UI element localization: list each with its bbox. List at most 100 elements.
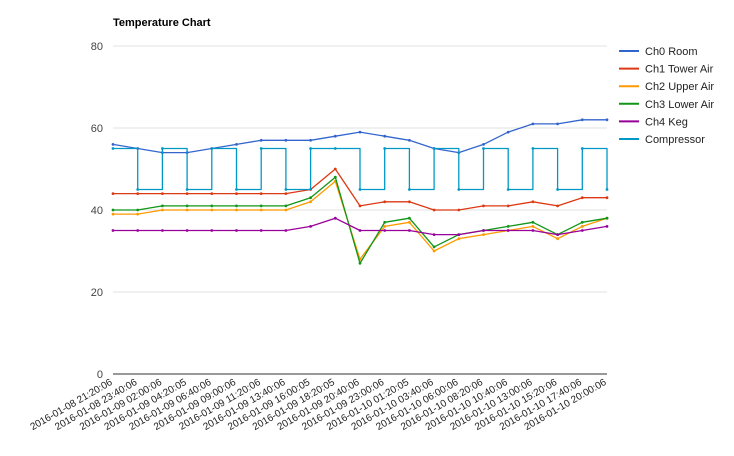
data-point — [432, 245, 436, 249]
data-point — [605, 225, 609, 228]
data-point — [482, 233, 485, 237]
data-point — [580, 118, 584, 122]
data-point — [235, 229, 238, 232]
data-point — [432, 208, 436, 212]
data-point — [531, 200, 535, 204]
data-point — [333, 175, 337, 179]
data-point — [210, 204, 214, 208]
data-point — [136, 188, 140, 191]
y-tick-label: 20 — [91, 287, 103, 299]
data-point — [284, 188, 288, 191]
data-point — [210, 147, 214, 150]
data-point — [432, 233, 436, 237]
data-point — [408, 188, 411, 191]
data-point — [161, 208, 164, 212]
data-point — [506, 188, 510, 191]
data-point — [580, 220, 584, 224]
data-point — [235, 188, 238, 191]
data-point — [383, 134, 387, 138]
data-point — [457, 208, 461, 212]
data-point — [161, 192, 164, 196]
data-point — [408, 200, 411, 204]
legend: Ch0 Room Ch1 Tower Air Ch2 Upper Air Ch3 Lo… — [619, 46, 714, 146]
data-point — [482, 143, 485, 146]
data-point — [506, 204, 510, 208]
data-point — [284, 192, 288, 196]
data-point — [580, 196, 584, 200]
data-point — [457, 188, 461, 191]
data-point — [556, 122, 559, 126]
data-point — [482, 204, 485, 208]
data-point — [309, 196, 312, 200]
data-point — [605, 216, 609, 220]
data-point — [235, 204, 238, 208]
data-point — [333, 167, 337, 171]
data-point — [358, 204, 362, 208]
data-point — [531, 147, 535, 150]
data-point — [259, 204, 263, 208]
data-point — [358, 130, 362, 134]
data-point — [408, 138, 411, 142]
data-point — [408, 220, 411, 224]
data-point — [185, 208, 189, 212]
data-point — [383, 229, 387, 232]
data-point — [111, 143, 115, 146]
data-point — [482, 147, 485, 150]
data-point — [383, 200, 387, 204]
data-point — [506, 130, 510, 134]
data-point — [605, 196, 609, 200]
y-tick-label: 40 — [91, 205, 103, 217]
data-point — [210, 192, 214, 196]
data-point — [531, 225, 535, 228]
data-point — [185, 229, 189, 232]
y-tick-label: 0 — [97, 369, 103, 381]
data-point — [408, 216, 411, 220]
legend-label: Compressor — [645, 134, 705, 146]
data-point — [259, 147, 263, 150]
legend-label: Ch3 Lower Air — [645, 99, 714, 111]
data-point — [556, 188, 559, 191]
data-point — [432, 147, 436, 150]
data-point — [333, 216, 337, 220]
data-point — [531, 122, 535, 126]
data-point — [235, 208, 238, 212]
data-point — [309, 200, 312, 204]
legend-label: Ch4 Keg — [645, 116, 688, 128]
data-point — [556, 237, 559, 241]
data-point — [333, 147, 337, 150]
data-point — [556, 204, 559, 208]
legend-label: Ch1 Tower Air — [645, 64, 714, 76]
data-point — [111, 147, 115, 150]
data-point — [259, 208, 263, 212]
data-point — [111, 212, 115, 216]
data-point — [309, 138, 312, 142]
data-point — [358, 261, 362, 265]
data-point — [284, 138, 288, 142]
y-axis-ticks: 0 20 40 60 80 — [91, 41, 103, 381]
data-point — [259, 229, 263, 232]
data-point — [259, 138, 263, 142]
chart-title: Temperature Chart — [113, 17, 211, 29]
data-point — [136, 192, 140, 196]
data-point — [111, 208, 115, 212]
data-point — [161, 204, 164, 208]
data-point — [235, 192, 238, 196]
data-point — [136, 212, 140, 216]
data-point — [185, 188, 189, 191]
data-point — [506, 229, 510, 232]
data-point — [580, 229, 584, 232]
data-point — [185, 192, 189, 196]
data-point — [556, 233, 559, 237]
data-point — [358, 229, 362, 232]
y-tick-label: 80 — [91, 41, 103, 53]
data-point — [457, 233, 461, 237]
data-point — [383, 225, 387, 228]
data-point — [457, 237, 461, 241]
data-point — [605, 188, 609, 191]
data-point — [309, 225, 312, 228]
data-point — [580, 225, 584, 228]
legend-label: Ch2 Upper Air — [645, 81, 714, 93]
data-point — [210, 229, 214, 232]
data-point — [432, 249, 436, 253]
